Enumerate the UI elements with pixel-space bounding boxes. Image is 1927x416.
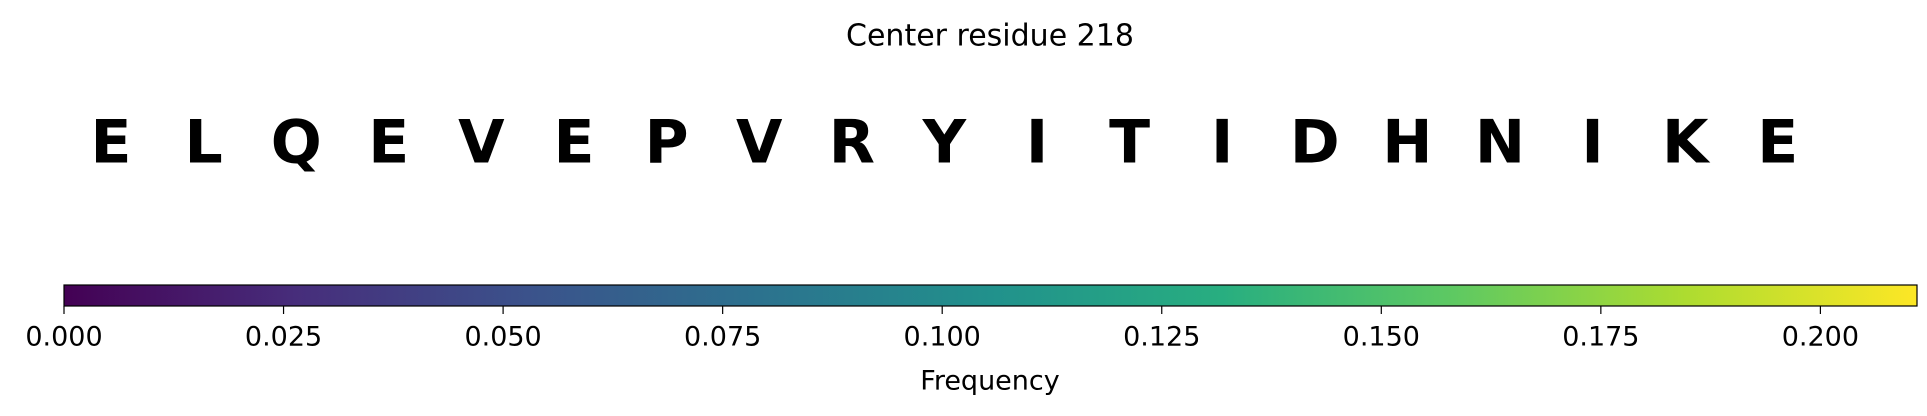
residue: E [91,108,132,178]
x-tick-label: 0.175 [1562,322,1639,353]
residue: H [1382,108,1432,178]
residue: Q [271,108,322,178]
x-tick-label: 0.000 [25,322,102,353]
residue: E [368,108,409,178]
residue: D [1290,108,1340,178]
x-tick-label: 0.075 [684,322,761,353]
residue: I [1026,108,1048,178]
residue: E [554,108,595,178]
x-tick-label: 0.025 [245,322,322,353]
x-tick-label: 0.100 [904,322,981,353]
residue: R [829,108,875,178]
residue: T [1109,108,1150,178]
residue: P [645,108,689,178]
residue: L [184,108,222,178]
x-tick-label: 0.150 [1343,322,1420,353]
residue: Y [922,108,968,178]
colorbar-label: Frequency [920,366,1060,397]
residue: I [1211,108,1233,178]
residue: I [1581,108,1603,178]
x-tick-label: 0.050 [464,322,541,353]
x-tick-label: 0.200 [1782,322,1859,353]
residue: E [1757,108,1798,178]
residue: N [1475,108,1525,178]
residue: V [458,108,505,178]
x-tick-label: 0.125 [1123,322,1200,353]
residue: V [736,108,783,178]
colorbar [63,284,1918,307]
residue: K [1662,108,1711,178]
chart-title: Center residue 218 [846,19,1134,54]
